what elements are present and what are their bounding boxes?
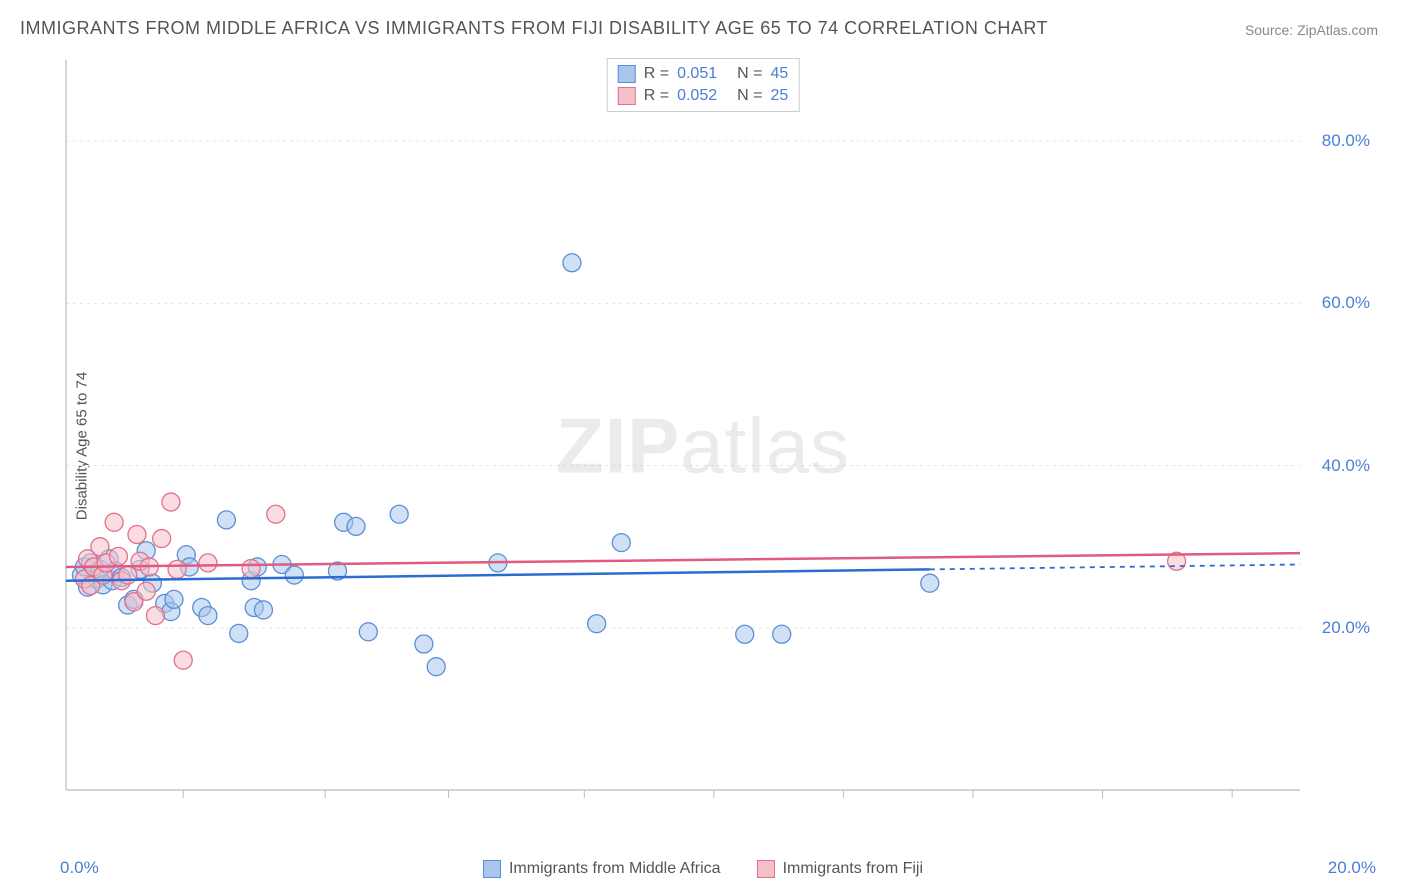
- legend-r-value: 0.051: [677, 65, 717, 83]
- source-attribution: Source: ZipAtlas.com: [1245, 22, 1378, 38]
- y-tick-label: 80.0%: [1322, 131, 1370, 151]
- y-tick-label: 40.0%: [1322, 456, 1370, 476]
- source-link[interactable]: ZipAtlas.com: [1297, 22, 1378, 38]
- chart-title: IMMIGRANTS FROM MIDDLE AFRICA VS IMMIGRA…: [20, 18, 1048, 39]
- source-prefix: Source:: [1245, 22, 1297, 38]
- legend-item: Immigrants from Fiji: [757, 860, 923, 878]
- series-legend: Immigrants from Middle Africa Immigrants …: [483, 860, 923, 878]
- y-tick-label: 20.0%: [1322, 618, 1370, 638]
- legend-r-label: R =: [644, 87, 669, 105]
- legend-row: R = 0.051 N = 45: [618, 63, 789, 85]
- legend-label: Immigrants from Middle Africa: [509, 860, 721, 878]
- legend-n-label: N =: [737, 65, 762, 83]
- correlation-legend: R = 0.051 N = 45 R = 0.052 N = 25: [607, 58, 800, 112]
- legend-label: Immigrants from Fiji: [783, 860, 923, 878]
- legend-swatch: [757, 860, 775, 878]
- legend-n-value: 45: [770, 65, 788, 83]
- legend-swatch: [618, 65, 636, 83]
- scatter-plot: [60, 50, 1370, 830]
- x-axis-origin-label: 0.0%: [60, 858, 99, 878]
- legend-swatch: [483, 860, 501, 878]
- y-tick-label: 60.0%: [1322, 293, 1370, 313]
- legend-swatch: [618, 87, 636, 105]
- legend-row: R = 0.052 N = 25: [618, 85, 789, 107]
- legend-r-value: 0.052: [677, 87, 717, 105]
- x-axis-max-label: 20.0%: [1328, 858, 1376, 878]
- legend-item: Immigrants from Middle Africa: [483, 860, 721, 878]
- legend-n-label: N =: [737, 87, 762, 105]
- legend-r-label: R =: [644, 65, 669, 83]
- legend-n-value: 25: [770, 87, 788, 105]
